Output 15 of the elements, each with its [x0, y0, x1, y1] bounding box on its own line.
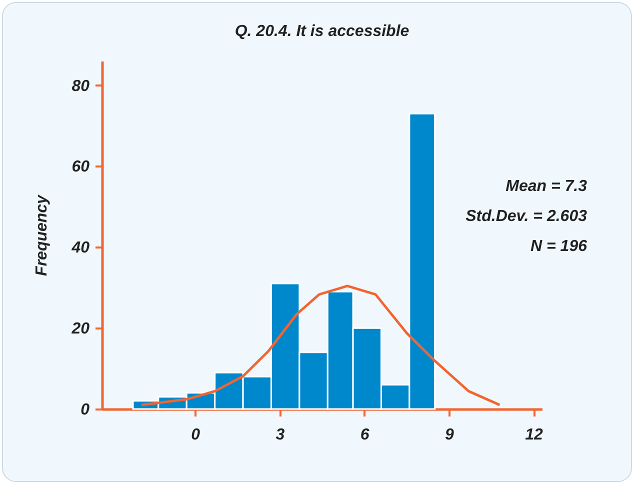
annotation: N = 196: [530, 238, 588, 255]
annotation: Mean = 7.3: [506, 178, 588, 195]
annotation: Std.Dev. = 2.603: [466, 208, 588, 225]
x-tick-label: 3: [276, 426, 285, 444]
chart-title: Q. 20.4. It is accessible: [234, 23, 410, 40]
x-tick-label: 9: [444, 426, 454, 444]
x-tick-label: 12: [525, 426, 544, 444]
x-tick-label: 0: [191, 426, 200, 444]
y-axis-title: Frequency: [34, 194, 51, 276]
y-tick-label: 40: [70, 240, 90, 257]
y-tick-label: 20: [70, 320, 90, 338]
x-tick-label: 6: [360, 426, 370, 444]
y-tick-label: 80: [72, 78, 90, 95]
y-tick-label: 60: [72, 158, 90, 176]
y-tick-label: 0: [80, 402, 90, 418]
